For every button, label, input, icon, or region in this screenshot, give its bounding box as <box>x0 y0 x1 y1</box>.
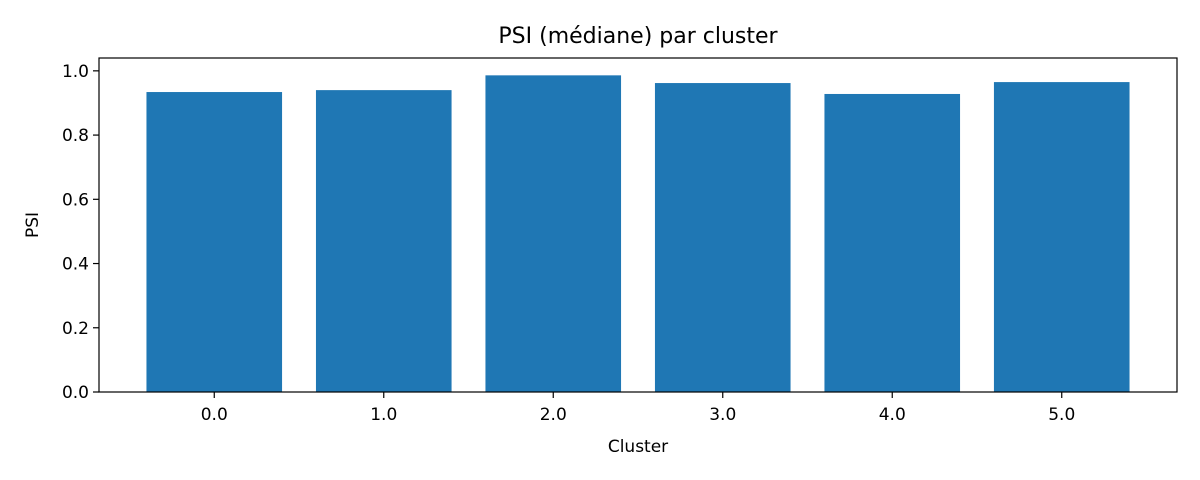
y-tick-label: 0.6 <box>62 190 89 210</box>
bar-2.0 <box>485 75 622 392</box>
y-axis-ticks: 0.0 0.2 0.4 0.6 0.8 1.0 <box>62 62 99 403</box>
chart-title: PSI (médiane) par cluster <box>498 24 778 49</box>
x-axis-label: Cluster <box>608 437 668 457</box>
y-tick-label: 1.0 <box>62 62 89 82</box>
y-tick-label: 0.2 <box>62 319 89 339</box>
bar-1.0 <box>315 90 452 393</box>
y-tick-label: 0.8 <box>62 126 89 146</box>
bar-0.0 <box>146 92 283 392</box>
bar-3.0 <box>654 83 791 393</box>
y-axis-label: PSI <box>23 212 43 238</box>
bars-group <box>146 75 1130 393</box>
x-tick-label: 1.0 <box>370 405 397 425</box>
x-axis-ticks: 0.0 1.0 2.0 3.0 4.0 5.0 <box>201 392 1075 425</box>
y-tick-label: 0.4 <box>62 255 89 275</box>
plot-area-frame <box>98 57 1178 393</box>
bar-4.0 <box>824 93 961 392</box>
x-tick-label: 3.0 <box>709 405 736 425</box>
x-tick-label: 4.0 <box>879 405 906 425</box>
y-tick-label: 0.0 <box>62 383 89 403</box>
x-tick-label: 0.0 <box>201 405 228 425</box>
x-tick-label: 5.0 <box>1048 405 1075 425</box>
x-tick-label: 2.0 <box>540 405 567 425</box>
bar-5.0 <box>993 82 1130 392</box>
